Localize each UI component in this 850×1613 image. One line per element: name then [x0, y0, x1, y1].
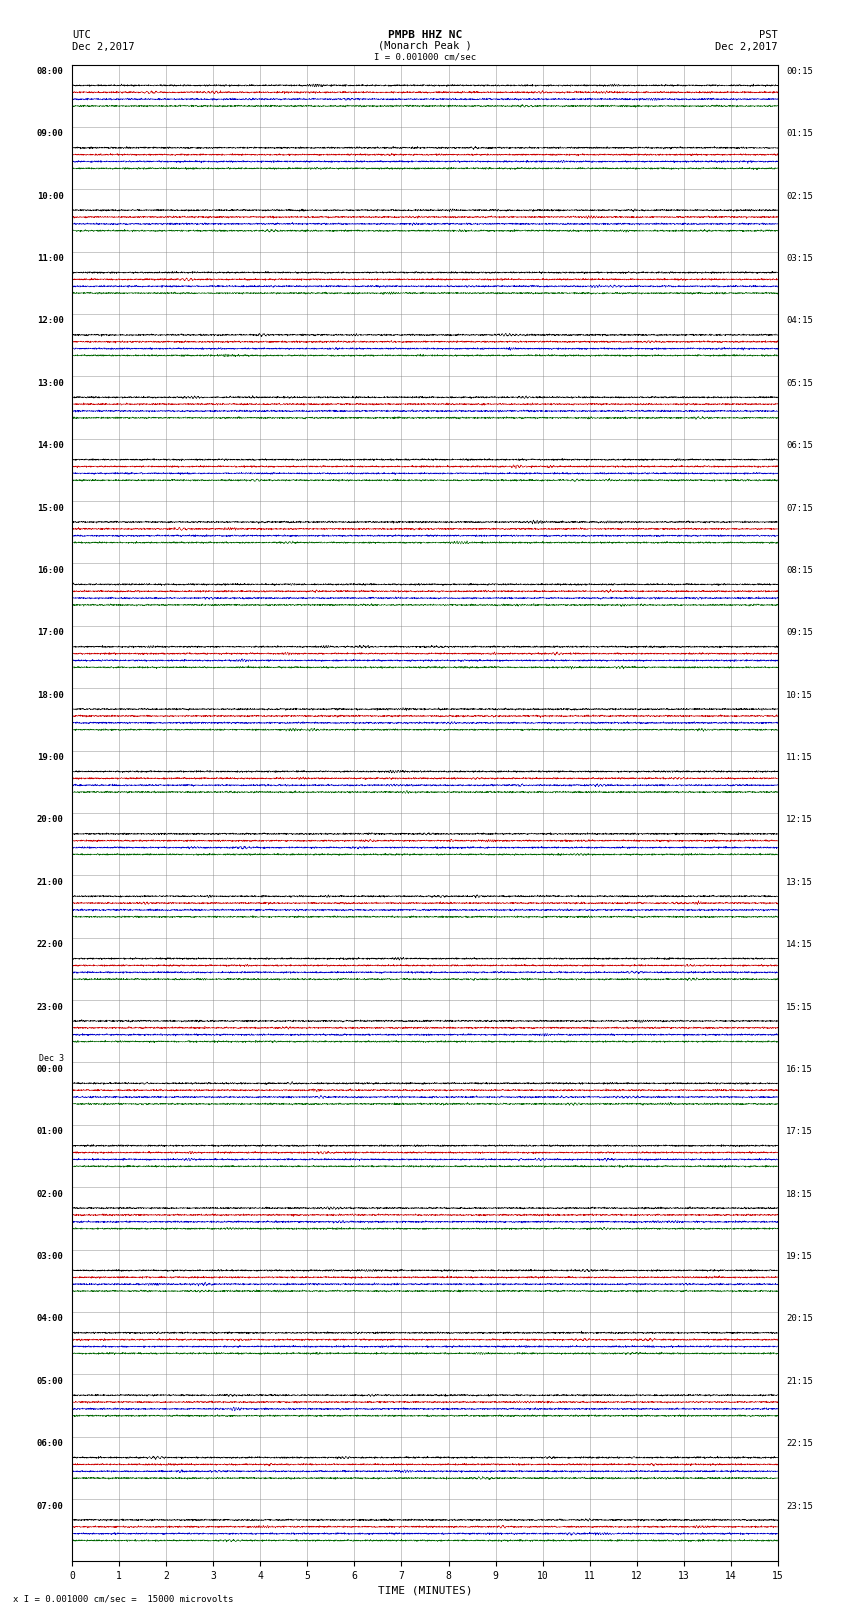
Text: 08:00: 08:00: [37, 68, 64, 76]
Text: 13:00: 13:00: [37, 379, 64, 387]
Text: 04:00: 04:00: [37, 1315, 64, 1323]
Text: PMPB HHZ NC: PMPB HHZ NC: [388, 29, 462, 39]
Text: 17:00: 17:00: [37, 629, 64, 637]
Text: 23:15: 23:15: [786, 1502, 813, 1510]
Text: 01:00: 01:00: [37, 1127, 64, 1136]
Text: 14:00: 14:00: [37, 442, 64, 450]
Text: 01:15: 01:15: [786, 129, 813, 139]
Text: 14:15: 14:15: [786, 940, 813, 948]
Text: 21:15: 21:15: [786, 1378, 813, 1386]
Text: 20:00: 20:00: [37, 816, 64, 824]
Text: 04:15: 04:15: [786, 316, 813, 326]
Text: 12:15: 12:15: [786, 816, 813, 824]
Text: Dec 3: Dec 3: [39, 1053, 64, 1063]
Text: 20:15: 20:15: [786, 1315, 813, 1323]
Text: 19:15: 19:15: [786, 1252, 813, 1261]
Text: 18:15: 18:15: [786, 1190, 813, 1198]
Text: 23:00: 23:00: [37, 1003, 64, 1011]
Text: Dec 2,2017: Dec 2,2017: [72, 42, 135, 52]
Text: x I = 0.001000 cm/sec =  15000 microvolts: x I = 0.001000 cm/sec = 15000 microvolts: [13, 1594, 233, 1603]
Text: 13:15: 13:15: [786, 877, 813, 887]
X-axis label: TIME (MINUTES): TIME (MINUTES): [377, 1586, 473, 1595]
Text: 11:00: 11:00: [37, 255, 64, 263]
Text: 09:15: 09:15: [786, 629, 813, 637]
Text: 15:15: 15:15: [786, 1003, 813, 1011]
Text: 22:00: 22:00: [37, 940, 64, 948]
Text: 02:15: 02:15: [786, 192, 813, 200]
Text: 16:15: 16:15: [786, 1065, 813, 1074]
Text: 18:00: 18:00: [37, 690, 64, 700]
Text: 08:15: 08:15: [786, 566, 813, 574]
Text: 07:15: 07:15: [786, 503, 813, 513]
Text: 17:15: 17:15: [786, 1127, 813, 1136]
Text: 07:00: 07:00: [37, 1502, 64, 1510]
Text: 15:00: 15:00: [37, 503, 64, 513]
Text: 02:00: 02:00: [37, 1190, 64, 1198]
Text: 10:15: 10:15: [786, 690, 813, 700]
Text: 03:15: 03:15: [786, 255, 813, 263]
Text: (Monarch Peak ): (Monarch Peak ): [378, 40, 472, 50]
Text: 03:00: 03:00: [37, 1252, 64, 1261]
Text: I = 0.001000 cm/sec: I = 0.001000 cm/sec: [374, 52, 476, 61]
Text: 19:00: 19:00: [37, 753, 64, 761]
Text: 21:00: 21:00: [37, 877, 64, 887]
Text: 00:15: 00:15: [786, 68, 813, 76]
Text: 11:15: 11:15: [786, 753, 813, 761]
Text: 22:15: 22:15: [786, 1439, 813, 1448]
Text: 09:00: 09:00: [37, 129, 64, 139]
Text: 06:15: 06:15: [786, 442, 813, 450]
Text: 06:00: 06:00: [37, 1439, 64, 1448]
Text: 12:00: 12:00: [37, 316, 64, 326]
Text: PST: PST: [759, 29, 778, 39]
Text: Dec 2,2017: Dec 2,2017: [715, 42, 778, 52]
Text: 00:00: 00:00: [37, 1065, 64, 1074]
Text: 10:00: 10:00: [37, 192, 64, 200]
Text: 05:15: 05:15: [786, 379, 813, 387]
Text: 16:00: 16:00: [37, 566, 64, 574]
Text: UTC: UTC: [72, 29, 91, 39]
Text: 05:00: 05:00: [37, 1378, 64, 1386]
